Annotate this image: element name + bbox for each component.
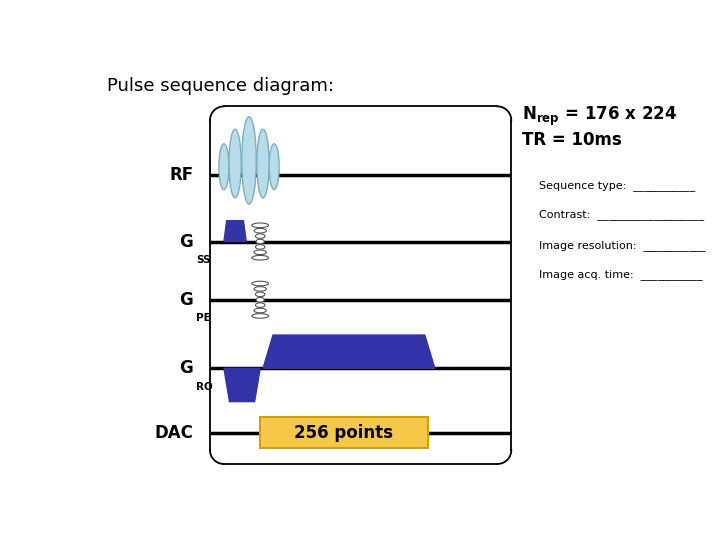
Polygon shape <box>263 335 435 368</box>
Ellipse shape <box>219 144 229 190</box>
Ellipse shape <box>252 255 269 260</box>
Polygon shape <box>224 368 260 402</box>
Polygon shape <box>224 221 246 241</box>
Text: $\mathbf{N_{rep}}$ = 176 x 224: $\mathbf{N_{rep}}$ = 176 x 224 <box>523 105 678 129</box>
Text: Image acq. time:  ___________: Image acq. time: ___________ <box>539 269 703 280</box>
Text: TR = 10ms: TR = 10ms <box>523 131 622 149</box>
Text: G: G <box>179 233 193 251</box>
Text: RO: RO <box>196 382 213 392</box>
Ellipse shape <box>252 223 269 227</box>
Text: 256 points: 256 points <box>294 424 393 442</box>
Ellipse shape <box>256 303 265 307</box>
Ellipse shape <box>256 298 264 302</box>
Ellipse shape <box>256 245 265 249</box>
Ellipse shape <box>242 117 256 204</box>
Text: G: G <box>179 359 193 377</box>
Ellipse shape <box>254 308 266 313</box>
Ellipse shape <box>252 281 269 286</box>
Ellipse shape <box>229 129 241 198</box>
Ellipse shape <box>254 287 266 291</box>
Text: Pulse sequence diagram:: Pulse sequence diagram: <box>107 77 334 95</box>
Text: SS: SS <box>196 255 210 265</box>
Ellipse shape <box>256 234 265 238</box>
Text: Sequence type:  ___________: Sequence type: ___________ <box>539 180 696 191</box>
Ellipse shape <box>254 250 266 255</box>
Text: G: G <box>179 291 193 309</box>
Text: RF: RF <box>169 166 193 184</box>
Ellipse shape <box>257 129 269 198</box>
Ellipse shape <box>254 228 266 233</box>
Ellipse shape <box>252 314 269 318</box>
Text: PE: PE <box>196 313 211 323</box>
FancyBboxPatch shape <box>260 417 428 448</box>
Ellipse shape <box>256 292 265 296</box>
Ellipse shape <box>269 144 279 190</box>
Text: Contrast:  ___________________: Contrast: ___________________ <box>539 209 704 220</box>
Text: DAC: DAC <box>154 424 193 442</box>
Text: Image resolution:  ___________: Image resolution: ___________ <box>539 240 706 251</box>
Ellipse shape <box>256 239 264 244</box>
